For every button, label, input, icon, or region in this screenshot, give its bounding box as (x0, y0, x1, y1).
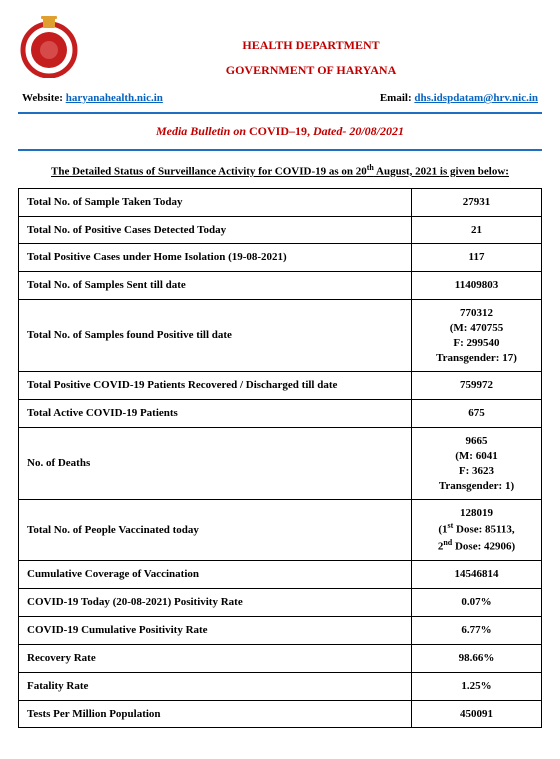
table-row: Cumulative Coverage of Vaccination145468… (19, 561, 542, 589)
table-row: Tests Per Million Population450091 (19, 700, 542, 728)
intro-line: The Detailed Status of Surveillance Acti… (18, 163, 542, 178)
email-block: Email: dhs.idspdatam@hrv.nic.in (380, 92, 538, 104)
intro-sup: th (367, 163, 374, 172)
table-row: Total No. of People Vaccinated today1280… (19, 500, 542, 561)
metric-cell: Total No. of Sample Taken Today (19, 188, 412, 216)
value-cell: 9665(M: 6041F: 3623Transgender: 1) (412, 428, 542, 500)
table-row: Total Positive Cases under Home Isolatio… (19, 244, 542, 272)
header-row: HEALTH DEPARTMENT GOVERNMENT OF HARYANA (18, 12, 542, 78)
value-cell: 117 (412, 244, 542, 272)
table-row: COVID-19 Today (20-08-2021) Positivity R… (19, 589, 542, 617)
bulletin-line: Media Bulletin on COVID–19, Dated- 20/08… (18, 124, 542, 139)
metric-cell: Tests Per Million Population (19, 700, 412, 728)
metric-cell: COVID-19 Cumulative Positivity Rate (19, 617, 412, 645)
metric-cell: Total No. of People Vaccinated today (19, 500, 412, 561)
email-label: Email: (380, 92, 412, 104)
table-row: Total No. of Samples found Positive till… (19, 300, 542, 372)
value-cell: 27931 (412, 188, 542, 216)
metric-cell: Total Active COVID-19 Patients (19, 400, 412, 428)
bulletin-covid: COVID–19, (249, 124, 310, 138)
metric-cell: Cumulative Coverage of Vaccination (19, 561, 412, 589)
intro-p1: The Detailed Status of Surveillance Acti… (51, 166, 367, 178)
bulletin-dated: Dated- 20/08/2021 (310, 124, 404, 138)
value-cell: 21 (412, 216, 542, 244)
website-link[interactable]: haryanahealth.nic.in (66, 92, 163, 104)
table-row: Total No. of Sample Taken Today27931 (19, 188, 542, 216)
table-row: Recovery Rate98.66% (19, 644, 542, 672)
divider-bottom (18, 149, 542, 151)
metric-cell: Total No. of Samples Sent till date (19, 272, 412, 300)
metric-cell: COVID-19 Today (20-08-2021) Positivity R… (19, 589, 412, 617)
table-row: Total Active COVID-19 Patients675 (19, 400, 542, 428)
metric-cell: Total No. of Samples found Positive till… (19, 300, 412, 372)
email-link[interactable]: dhs.idspdatam@hrv.nic.in (414, 92, 538, 104)
metric-cell: Recovery Rate (19, 644, 412, 672)
value-cell: 11409803 (412, 272, 542, 300)
page: HEALTH DEPARTMENT GOVERNMENT OF HARYANA … (0, 0, 560, 748)
value-cell: 759972 (412, 372, 542, 400)
bulletin-prefix: Media Bulletin on (156, 124, 249, 138)
website-block: Website: haryanahealth.nic.in (22, 92, 163, 104)
value-cell: 6.77% (412, 617, 542, 645)
status-table: Total No. of Sample Taken Today27931Tota… (18, 188, 542, 729)
divider-top (18, 112, 542, 114)
value-cell: 98.66% (412, 644, 542, 672)
value-cell: 770312(M: 470755F: 299540Transgender: 17… (412, 300, 542, 372)
table-row: No. of Deaths9665(M: 6041F: 3623Transgen… (19, 428, 542, 500)
value-cell: 128019(1st Dose: 85113,2nd Dose: 42906) (412, 500, 542, 561)
website-label: Website: (22, 92, 63, 104)
value-cell: 450091 (412, 700, 542, 728)
value-cell: 14546814 (412, 561, 542, 589)
table-row: Fatality Rate1.25% (19, 672, 542, 700)
title-block: HEALTH DEPARTMENT GOVERNMENT OF HARYANA (80, 12, 542, 78)
value-cell: 675 (412, 400, 542, 428)
metric-cell: No. of Deaths (19, 428, 412, 500)
contact-row: Website: haryanahealth.nic.in Email: dhs… (18, 92, 542, 104)
metric-cell: Total Positive Cases under Home Isolatio… (19, 244, 412, 272)
table-row: Total No. of Samples Sent till date11409… (19, 272, 542, 300)
value-cell: 1.25% (412, 672, 542, 700)
department-title: HEALTH DEPARTMENT (80, 38, 542, 53)
table-row: COVID-19 Cumulative Positivity Rate6.77% (19, 617, 542, 645)
intro-p2: August, 2021 is given below: (374, 166, 509, 178)
metric-cell: Total No. of Positive Cases Detected Tod… (19, 216, 412, 244)
table-row: Total Positive COVID-19 Patients Recover… (19, 372, 542, 400)
table-row: Total No. of Positive Cases Detected Tod… (19, 216, 542, 244)
metric-cell: Total Positive COVID-19 Patients Recover… (19, 372, 412, 400)
government-title: GOVERNMENT OF HARYANA (80, 63, 542, 78)
emblem-icon (18, 16, 80, 78)
value-cell: 0.07% (412, 589, 542, 617)
metric-cell: Fatality Rate (19, 672, 412, 700)
